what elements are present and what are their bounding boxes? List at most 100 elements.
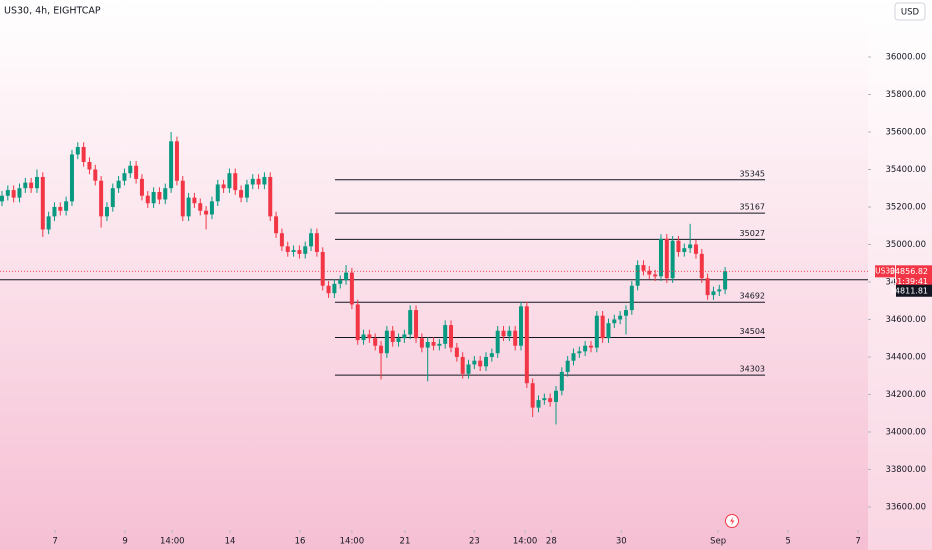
candle-body — [262, 176, 267, 185]
candle-body — [81, 146, 86, 162]
x-tick-label: 21 — [400, 537, 411, 547]
candle-body — [489, 353, 494, 357]
candle-body — [309, 233, 314, 247]
candle-body — [606, 323, 611, 339]
candle-body — [221, 184, 226, 189]
candle-body — [542, 398, 547, 401]
candle-body — [682, 248, 687, 252]
candle-body — [40, 176, 45, 230]
candle-body — [139, 178, 144, 196]
candle-body — [647, 270, 652, 275]
candle-body — [384, 330, 389, 354]
candle-body — [699, 253, 704, 279]
x-tick-label: 14 — [225, 537, 236, 547]
candle-body — [34, 176, 39, 189]
candle-body — [711, 291, 716, 296]
candle-body — [46, 216, 51, 230]
candle-body — [408, 310, 413, 335]
candle-body — [215, 184, 220, 202]
candle-body — [291, 250, 296, 252]
candle-body — [507, 330, 512, 337]
candle-body — [145, 195, 150, 204]
y-tick-label: 34000.00 — [885, 427, 926, 437]
countdown-label: 01:39:41 — [892, 277, 928, 286]
candle-body — [29, 182, 34, 189]
candle-body — [554, 390, 559, 402]
candle-body — [466, 364, 471, 374]
candle-body — [390, 330, 395, 342]
candle-body — [332, 283, 337, 294]
x-tick-label: Sep — [710, 537, 726, 547]
candle-body — [419, 338, 424, 348]
candle-body — [209, 201, 214, 215]
candle-body — [414, 310, 419, 339]
candle-body — [396, 338, 401, 342]
candle-body — [186, 197, 191, 217]
candle-body — [5, 190, 10, 196]
currency-button[interactable] — [894, 2, 926, 21]
candle-body — [379, 345, 384, 354]
candle-body — [449, 325, 454, 348]
candle-body — [314, 233, 319, 252]
y-tick-label: 35600.00 — [885, 127, 926, 137]
candle-body — [274, 216, 279, 234]
candle-body — [653, 274, 658, 277]
candle-body — [157, 191, 162, 200]
candle-body — [664, 238, 669, 279]
candle-body — [548, 398, 553, 402]
candle-body — [437, 343, 442, 346]
level-label: 34504 — [740, 327, 765, 336]
candle-body — [134, 165, 139, 179]
candle-body — [338, 280, 343, 284]
y-tick-label: 34200.00 — [885, 390, 926, 400]
candle-body — [64, 201, 69, 211]
marker-price-tag — [896, 284, 932, 297]
level-label: 34303 — [740, 365, 765, 374]
candle-body — [326, 285, 331, 294]
candle-body — [174, 141, 179, 181]
candle-body — [163, 188, 168, 200]
candle-body — [344, 272, 349, 281]
candle-body — [588, 345, 593, 348]
x-tick-label: 28 — [546, 537, 557, 547]
candle-body — [693, 244, 698, 254]
level-label: 35345 — [740, 169, 765, 178]
candle-body — [536, 400, 541, 408]
candle-body — [0, 195, 4, 202]
candle-body — [530, 383, 535, 408]
candle-body — [279, 233, 284, 247]
candle-body — [723, 271, 728, 290]
candle-body — [425, 341, 430, 348]
y-tick-label: 34600.00 — [885, 315, 926, 325]
x-tick-label: 23 — [469, 537, 480, 547]
y-tick-label: 35400.00 — [885, 165, 926, 175]
level-label: 34692 — [740, 292, 765, 301]
candle-body — [227, 173, 232, 189]
candle-body — [594, 315, 599, 348]
y-tick-label: 35000.00 — [885, 240, 926, 250]
candle-body — [367, 334, 372, 339]
candle-body — [250, 178, 255, 185]
candle-body — [559, 371, 564, 391]
candle-body — [612, 319, 617, 324]
y-tick-label: 34400.00 — [885, 352, 926, 362]
x-tick-label: 7 — [855, 537, 860, 547]
x-tick-label: 30 — [616, 537, 627, 547]
currency-label: USD — [901, 8, 920, 18]
candle-body — [99, 180, 104, 217]
candle-body — [69, 154, 74, 202]
candle-body — [402, 334, 407, 339]
candle-body — [472, 360, 477, 365]
candle-body — [244, 184, 249, 198]
symbol-tag — [875, 265, 895, 278]
candle-body — [93, 169, 98, 181]
candle-body — [629, 285, 634, 311]
candle-body — [571, 353, 576, 361]
candle-body — [705, 278, 710, 296]
candle-body — [58, 206, 63, 211]
marker-price-label: 34811.81 — [890, 286, 928, 295]
candle-body — [443, 325, 448, 344]
candle-body — [577, 351, 582, 354]
candle-body — [717, 289, 722, 292]
